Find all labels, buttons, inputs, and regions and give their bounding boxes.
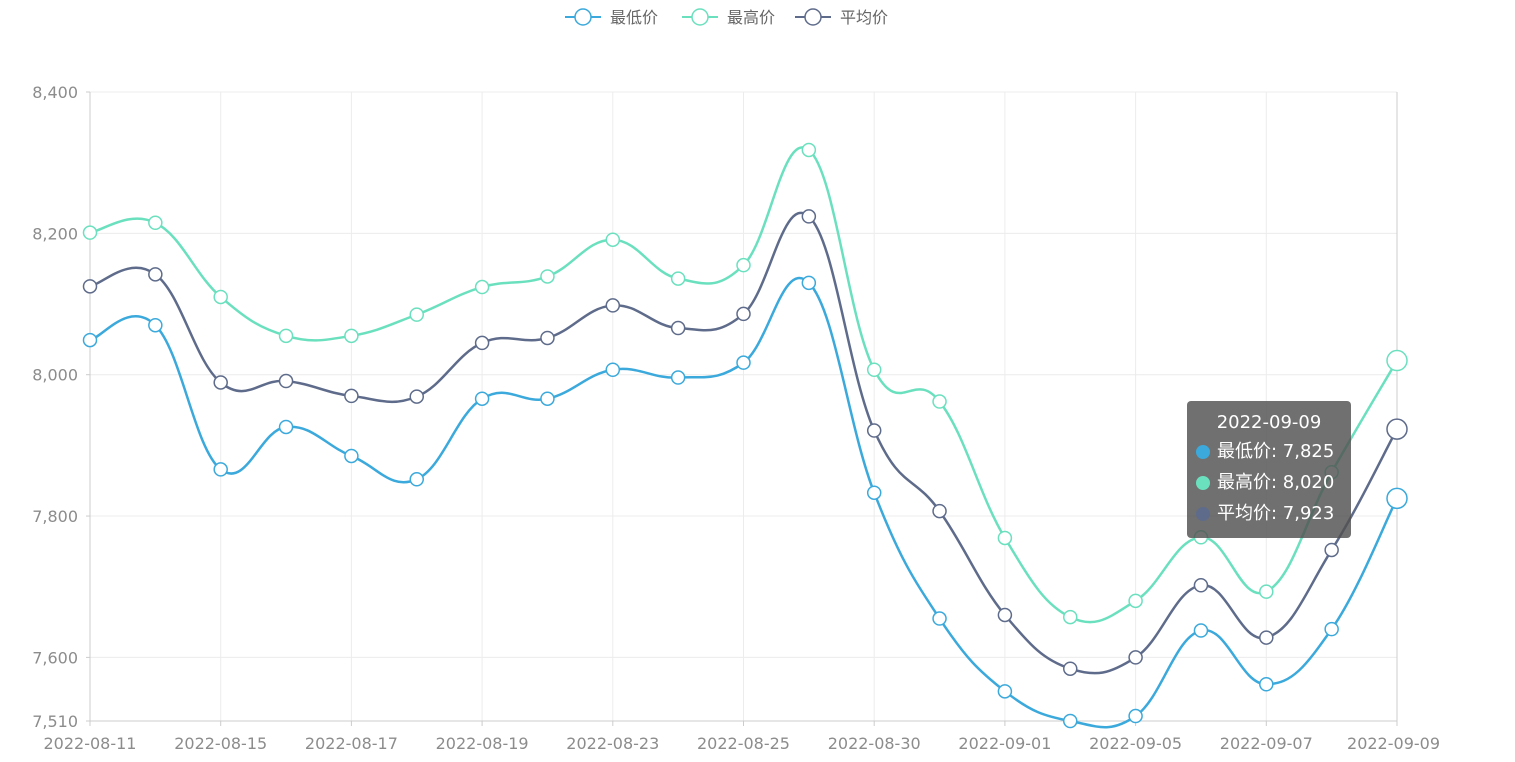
y-tick-label: 7,800 <box>32 507 78 526</box>
data-point-avg-price <box>801 209 817 224</box>
x-tick-label: 2022-09-07 <box>1220 734 1313 753</box>
data-point-avg-price <box>1259 630 1274 645</box>
data-point-avg-price <box>409 389 424 404</box>
legend-label-min-price: 最低价 <box>610 8 658 27</box>
data-point-min-price <box>213 462 228 477</box>
data-point-min-price <box>474 391 490 406</box>
x-tick-label: 2022-08-25 <box>697 734 790 753</box>
data-point-avg-price <box>605 298 621 313</box>
data-point-avg-price <box>148 267 163 282</box>
data-point-avg-price <box>1193 578 1209 593</box>
data-point-max-price <box>540 269 555 284</box>
data-point-min-price <box>866 485 882 500</box>
chart-tooltip: 2022-09-09 最低价: 7,825 最高价: 8,020 平均价: 7,… <box>1187 401 1351 538</box>
y-tick-label: 8,200 <box>32 224 78 243</box>
tooltip-dot-max <box>1196 475 1210 490</box>
x-tick-label: 2022-09-05 <box>1089 734 1182 753</box>
data-point-max-price <box>670 271 686 286</box>
data-point-max-price <box>801 142 817 158</box>
legend-label-max-price: 最高价 <box>727 8 775 27</box>
data-point-avg-price <box>278 373 294 389</box>
x-tick-label: 2022-08-15 <box>174 734 267 753</box>
data-point-min-price <box>82 332 98 348</box>
legend-marker-max-price <box>691 8 709 26</box>
data-point-avg-price <box>213 375 228 390</box>
data-point-avg-price <box>1128 650 1143 665</box>
x-tick-label: 2022-09-09 <box>1347 734 1440 753</box>
data-point-avg-price <box>1386 418 1408 440</box>
x-tick-label: 2022-08-19 <box>436 734 529 753</box>
y-tick-label: 7,510 <box>32 712 78 731</box>
data-point-max-price <box>474 279 490 295</box>
data-point-min-price <box>736 355 751 370</box>
x-tick-label: 2022-08-17 <box>305 734 398 753</box>
data-point-max-price <box>932 394 947 409</box>
data-point-min-price <box>801 275 817 291</box>
data-point-max-price <box>213 289 228 305</box>
data-point-min-price <box>1128 708 1143 724</box>
legend-label-avg-price: 平均价 <box>840 8 888 27</box>
data-point-max-price <box>82 225 98 240</box>
data-point-max-price <box>866 362 882 377</box>
x-tick-label: 2022-08-30 <box>828 734 921 753</box>
data-point-max-price <box>344 328 359 344</box>
y-tick-label: 8,000 <box>32 366 78 385</box>
data-point-max-price <box>1128 593 1143 609</box>
x-tick-label: 2022-09-01 <box>958 734 1051 753</box>
data-point-min-price <box>1259 676 1274 692</box>
data-point-max-price <box>997 530 1013 546</box>
data-point-min-price <box>997 684 1013 699</box>
tooltip-title: 2022-09-09 <box>1216 412 1322 433</box>
tooltip-text-avg: 平均价: 7,923 <box>1217 503 1335 524</box>
series-line-min-price <box>89 276 1399 729</box>
data-point-avg-price <box>344 388 359 404</box>
data-point-min-price <box>278 419 294 435</box>
tooltip-text-min: 最低价: 7,825 <box>1217 441 1335 462</box>
data-point-min-price <box>605 362 621 377</box>
data-point-min-price <box>540 391 555 406</box>
data-point-max-price <box>278 328 294 344</box>
data-point-max-price <box>1386 349 1408 372</box>
data-point-max-price <box>1259 584 1274 599</box>
data-point-avg-price <box>540 330 555 346</box>
data-point-max-price <box>409 307 424 322</box>
legend-marker-avg-price <box>804 8 822 26</box>
data-point-min-price <box>932 611 947 626</box>
data-point-max-price <box>1063 609 1078 625</box>
tooltip-text-max: 最高价: 8,020 <box>1217 472 1335 493</box>
tooltip-row-min: 最低价: 7,825 <box>1196 436 1351 467</box>
data-point-avg-price <box>997 607 1013 623</box>
data-point-min-price <box>1386 487 1408 510</box>
legend-marker-min-price <box>574 8 592 26</box>
data-point-max-price <box>605 232 621 247</box>
data-point-max-price <box>736 257 751 273</box>
data-point-max-price <box>148 215 163 230</box>
data-point-min-price <box>670 370 686 385</box>
data-point-min-price <box>409 472 424 487</box>
data-point-avg-price <box>1063 661 1078 676</box>
y-tick-label: 8,400 <box>32 83 78 102</box>
data-point-min-price <box>344 448 359 464</box>
data-point-min-price <box>1324 621 1339 637</box>
data-point-avg-price <box>82 279 98 294</box>
data-point-avg-price <box>866 423 882 438</box>
x-tick-label: 2022-08-11 <box>44 734 137 753</box>
data-point-min-price <box>1193 623 1209 638</box>
data-point-avg-price <box>932 503 947 519</box>
data-point-avg-price <box>1324 542 1339 558</box>
data-point-min-price <box>148 317 163 333</box>
tooltip-dot-avg <box>1196 506 1210 521</box>
tooltip-row-avg: 平均价: 7,923 <box>1196 498 1351 529</box>
tooltip-row-max: 最高价: 8,020 <box>1196 467 1351 498</box>
data-point-min-price <box>1063 713 1078 729</box>
series-line-avg-price <box>89 211 1399 675</box>
tooltip-dot-min <box>1196 444 1210 459</box>
data-point-avg-price <box>474 335 490 351</box>
data-point-avg-price <box>736 306 751 322</box>
x-tick-label: 2022-08-23 <box>566 734 659 753</box>
y-tick-label: 7,600 <box>32 648 78 667</box>
data-point-avg-price <box>670 320 686 336</box>
